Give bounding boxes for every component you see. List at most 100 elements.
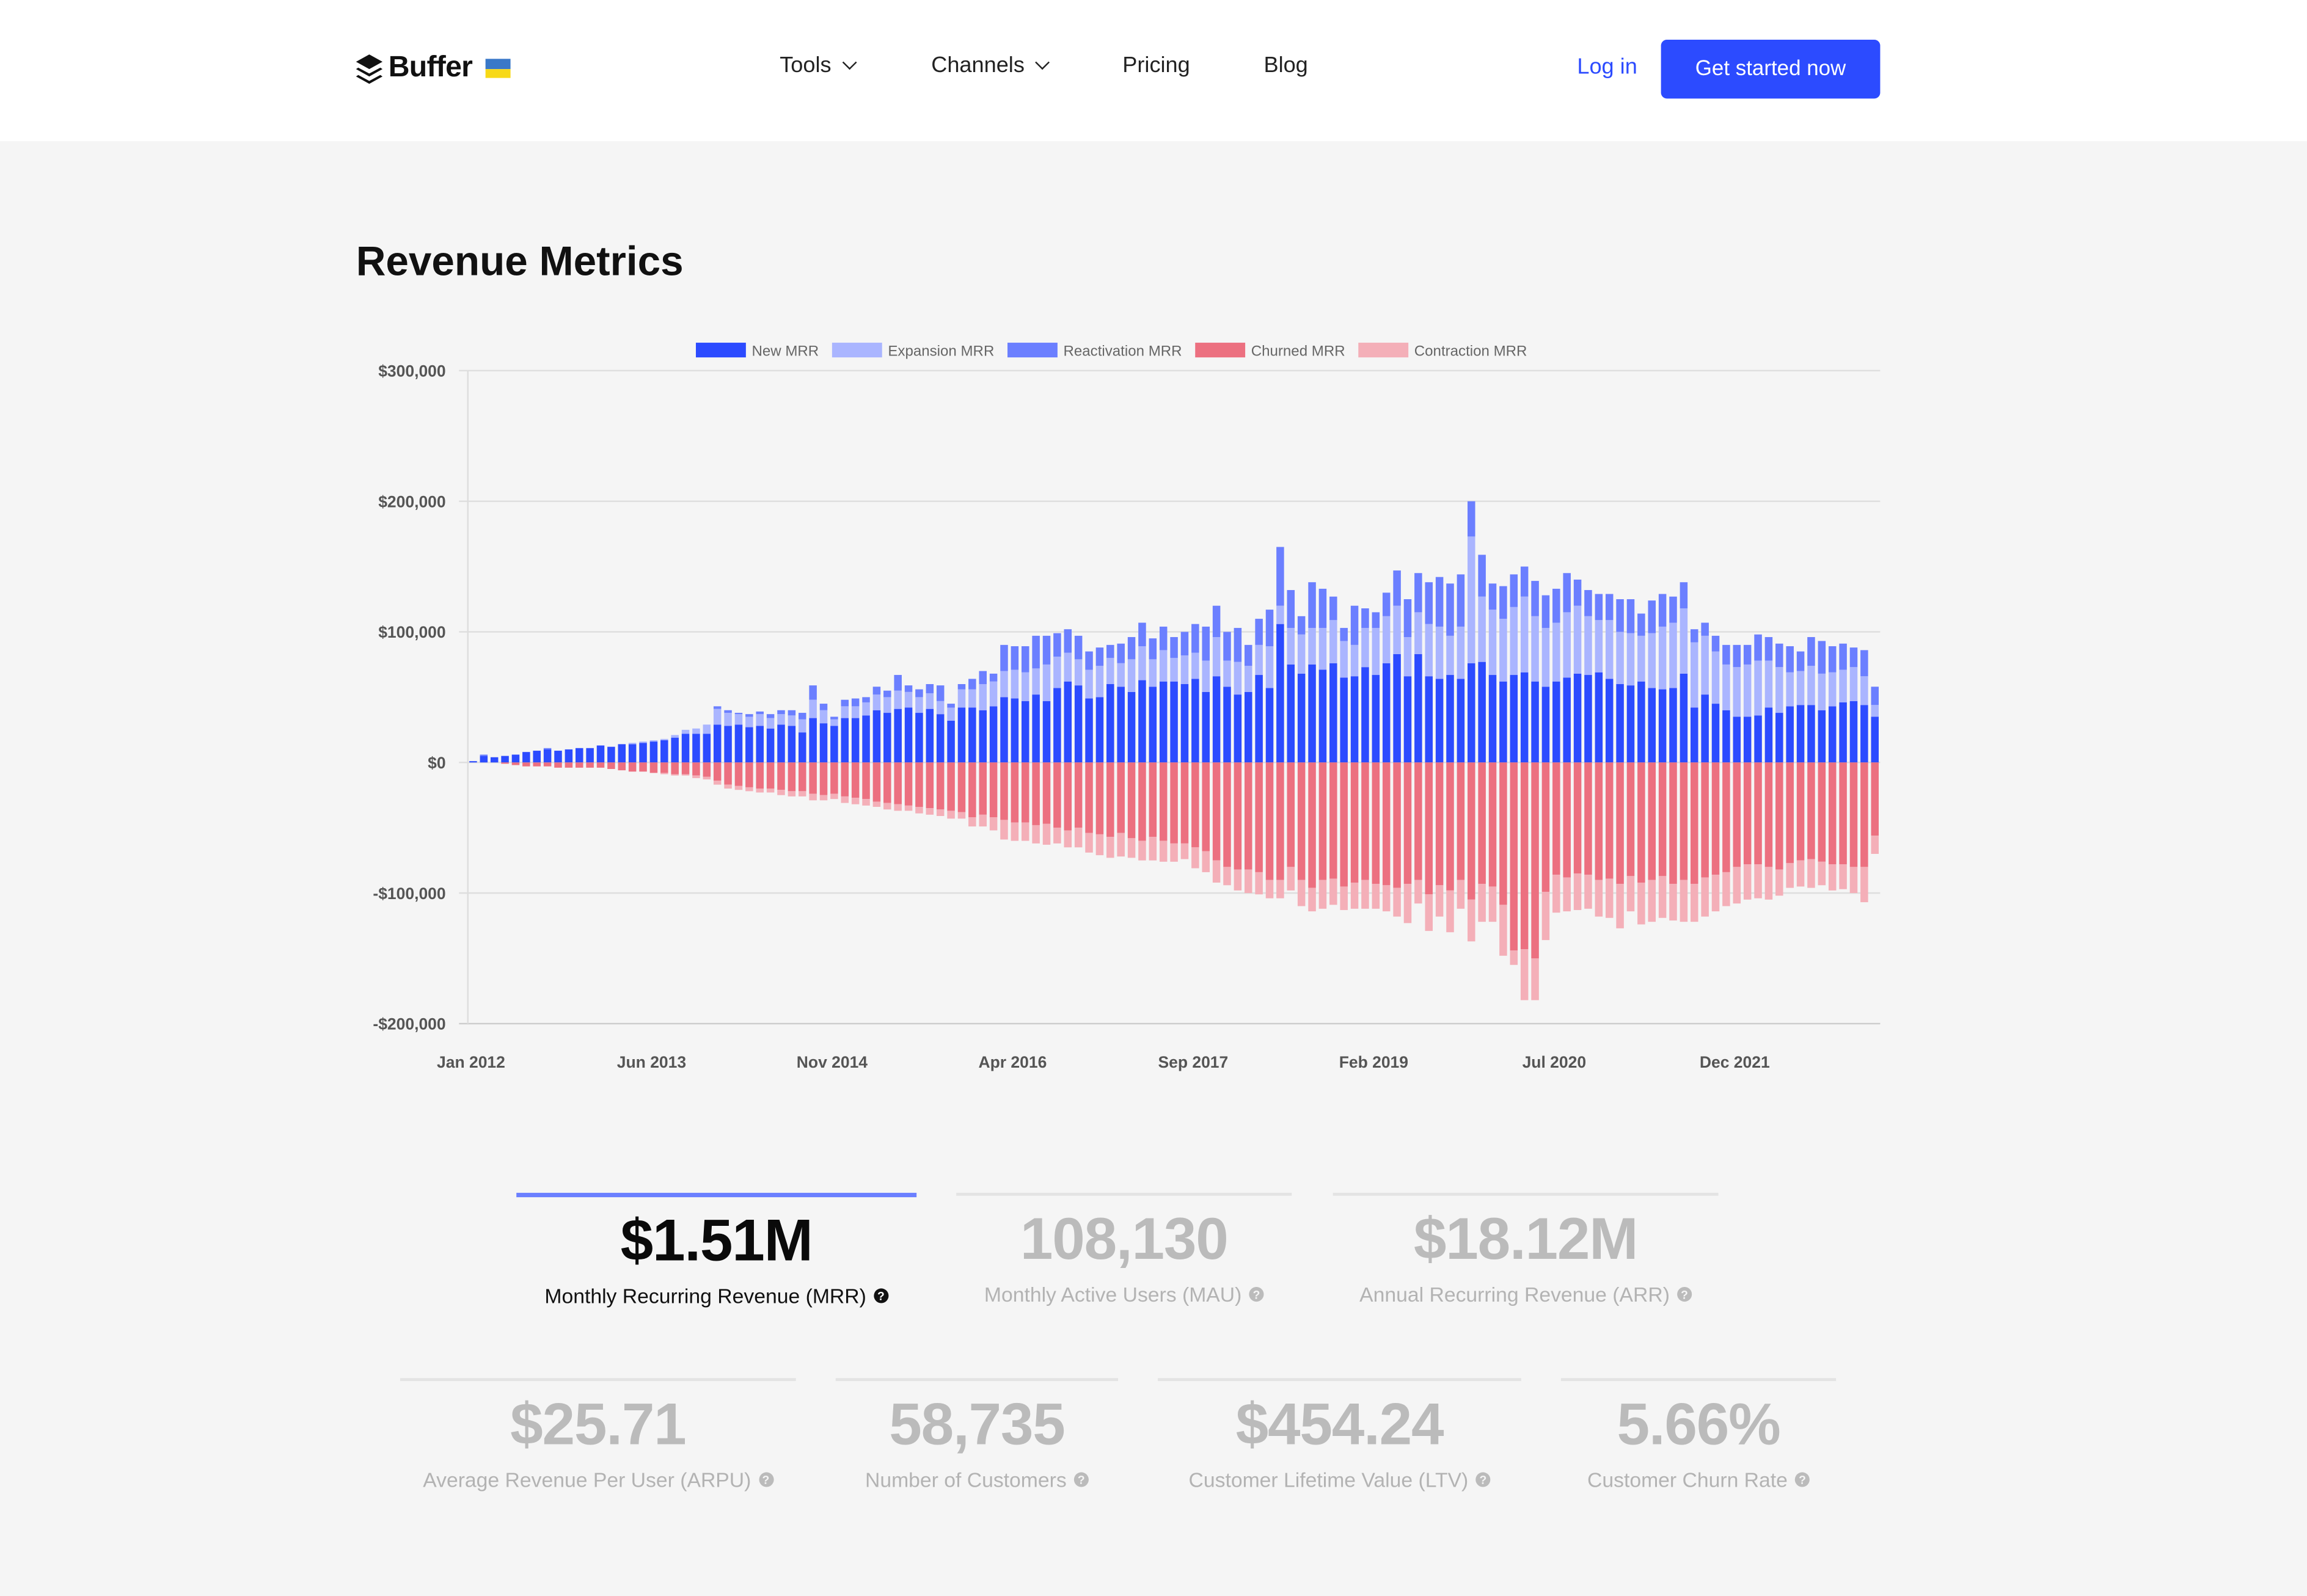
bar-contraction-mrr: [841, 796, 849, 803]
bar-churned-mrr: [1467, 762, 1475, 900]
metric-label: Customer Lifetime Value (LTV)?: [1158, 1468, 1521, 1492]
bar-churned-mrr: [1786, 762, 1794, 863]
bar-reactivation-mrr: [1170, 637, 1178, 658]
bar-reactivation-mrr: [1372, 612, 1380, 629]
bar-contraction-mrr: [883, 803, 891, 810]
bar-churned-mrr: [989, 762, 998, 818]
help-icon[interactable]: ?: [758, 1472, 773, 1487]
bar-churned-mrr: [1085, 762, 1093, 833]
bar-contraction-mrr: [1170, 843, 1178, 862]
metric-tab[interactable]: 108,130 Monthly Active Users (MAU)?: [956, 1192, 1292, 1306]
legend-label: Churned MRR: [1251, 343, 1345, 360]
bar-churned-mrr: [1584, 762, 1592, 875]
bar-new-mrr: [1011, 698, 1019, 763]
bar-expansion-mrr: [1690, 642, 1698, 708]
bar-churned-mrr: [1818, 762, 1826, 862]
help-icon[interactable]: ?: [1249, 1287, 1264, 1302]
metric-tab[interactable]: 58,735 Number of Customers?: [835, 1378, 1119, 1492]
bar-reactivation-mrr: [1074, 635, 1083, 660]
bar-new-mrr: [1053, 688, 1061, 763]
bar-reactivation-mrr: [957, 684, 966, 690]
nav-tools[interactable]: Tools: [780, 53, 857, 78]
bar-churned-mrr: [1860, 762, 1868, 867]
bar-churned-mrr: [872, 762, 881, 802]
bar-churned-mrr: [692, 762, 700, 776]
help-icon[interactable]: ?: [1475, 1472, 1491, 1487]
bar-new-mrr: [809, 718, 817, 763]
bar-reactivation-mrr: [480, 754, 488, 756]
login-link[interactable]: Log in: [1577, 54, 1637, 80]
bar-expansion-mrr: [1531, 616, 1539, 682]
bar-churned-mrr: [660, 762, 668, 773]
bar-contraction-mrr: [1499, 905, 1507, 956]
bar-expansion-mrr: [1701, 635, 1709, 695]
help-icon[interactable]: ?: [1073, 1472, 1089, 1487]
bar-new-mrr: [777, 724, 785, 763]
help-icon[interactable]: ?: [1676, 1287, 1692, 1302]
bar-expansion-mrr: [1849, 667, 1858, 701]
bar-reactivation-mrr: [1457, 574, 1465, 627]
bar-churned-mrr: [1626, 762, 1635, 876]
bar-churned-mrr: [1287, 762, 1295, 867]
bar-new-mrr: [1265, 688, 1274, 763]
bar-reactivation-mrr: [1764, 637, 1773, 661]
bar-contraction-mrr: [1733, 867, 1741, 904]
bar-contraction-mrr: [872, 801, 881, 807]
metric-label: Monthly Active Users (MAU)?: [956, 1283, 1292, 1306]
metric-value: $18.12M: [1413, 1207, 1639, 1272]
bar-new-mrr: [841, 718, 849, 763]
bar-new-mrr: [1520, 672, 1529, 763]
bar-new-mrr: [798, 732, 806, 763]
bar-churned-mrr: [554, 762, 562, 768]
metric-tab[interactable]: $454.24 Customer Lifetime Value (LTV)?: [1158, 1378, 1521, 1492]
bar-contraction-mrr: [1435, 885, 1444, 917]
bar-new-mrr: [1138, 680, 1146, 763]
bar-new-mrr: [554, 751, 562, 763]
bar-churned-mrr: [819, 762, 828, 795]
metric-tab[interactable]: 5.66% Customer Churn Rate?: [1560, 1378, 1837, 1492]
bar-churned-mrr: [671, 762, 679, 774]
metric-label-text: Number of Customers: [865, 1468, 1067, 1492]
bar-churned-mrr: [1701, 762, 1709, 878]
bar-churned-mrr: [501, 762, 509, 764]
bar-expansion-mrr: [904, 691, 913, 708]
get-started-button[interactable]: Get started now: [1661, 40, 1881, 99]
bar-contraction-mrr: [1021, 822, 1029, 841]
bar-expansion-mrr: [1775, 667, 1783, 713]
bar-churned-mrr: [1000, 762, 1008, 820]
bar-expansion-mrr: [1552, 622, 1560, 682]
help-icon[interactable]: ?: [1794, 1472, 1810, 1487]
nav-pricing[interactable]: Pricing: [1122, 53, 1190, 78]
bar-churned-mrr: [766, 762, 775, 789]
bar-reactivation-mrr: [1828, 646, 1837, 672]
bar-new-mrr: [671, 737, 679, 763]
bar-contraction-mrr: [1329, 878, 1337, 905]
bar-contraction-mrr: [1818, 861, 1826, 886]
bar-contraction-mrr: [1690, 884, 1698, 922]
bar-reactivation-mrr: [1180, 632, 1189, 655]
bar-churned-mrr: [1754, 762, 1762, 865]
bar-new-mrr: [681, 734, 690, 763]
bar-expansion-mrr: [1372, 628, 1380, 676]
metric-tab[interactable]: $18.12M Annual Recurring Revenue (ARR)?: [1333, 1192, 1719, 1306]
bar-contraction-mrr: [1361, 880, 1369, 909]
metric-tab[interactable]: $1.51M Monthly Recurring Revenue (MRR)?: [516, 1192, 917, 1308]
bar-reactivation-mrr: [1138, 622, 1146, 646]
bar-expansion-mrr: [1839, 669, 1847, 702]
bar-expansion-mrr: [639, 742, 647, 743]
bar-expansion-mrr: [1722, 664, 1730, 710]
bar-churned-mrr: [703, 762, 711, 777]
bar-expansion-mrr: [1467, 536, 1475, 663]
bar-new-mrr: [1680, 673, 1688, 763]
nav-blog[interactable]: Blog: [1263, 53, 1307, 78]
bar-churned-mrr: [883, 762, 891, 803]
bar-churned-mrr: [1488, 762, 1497, 887]
bar-expansion-mrr: [1255, 644, 1263, 676]
metric-tab[interactable]: $25.71 Average Revenue Per User (ARPU)?: [400, 1378, 796, 1492]
bar-expansion-mrr: [1180, 655, 1189, 685]
help-icon[interactable]: ?: [873, 1288, 888, 1303]
buffer-logo[interactable]: Buffer: [356, 51, 511, 85]
bar-reactivation-mrr: [1350, 605, 1359, 645]
nav-channels[interactable]: Channels: [931, 53, 1050, 78]
bar-churned-mrr: [1159, 762, 1168, 841]
